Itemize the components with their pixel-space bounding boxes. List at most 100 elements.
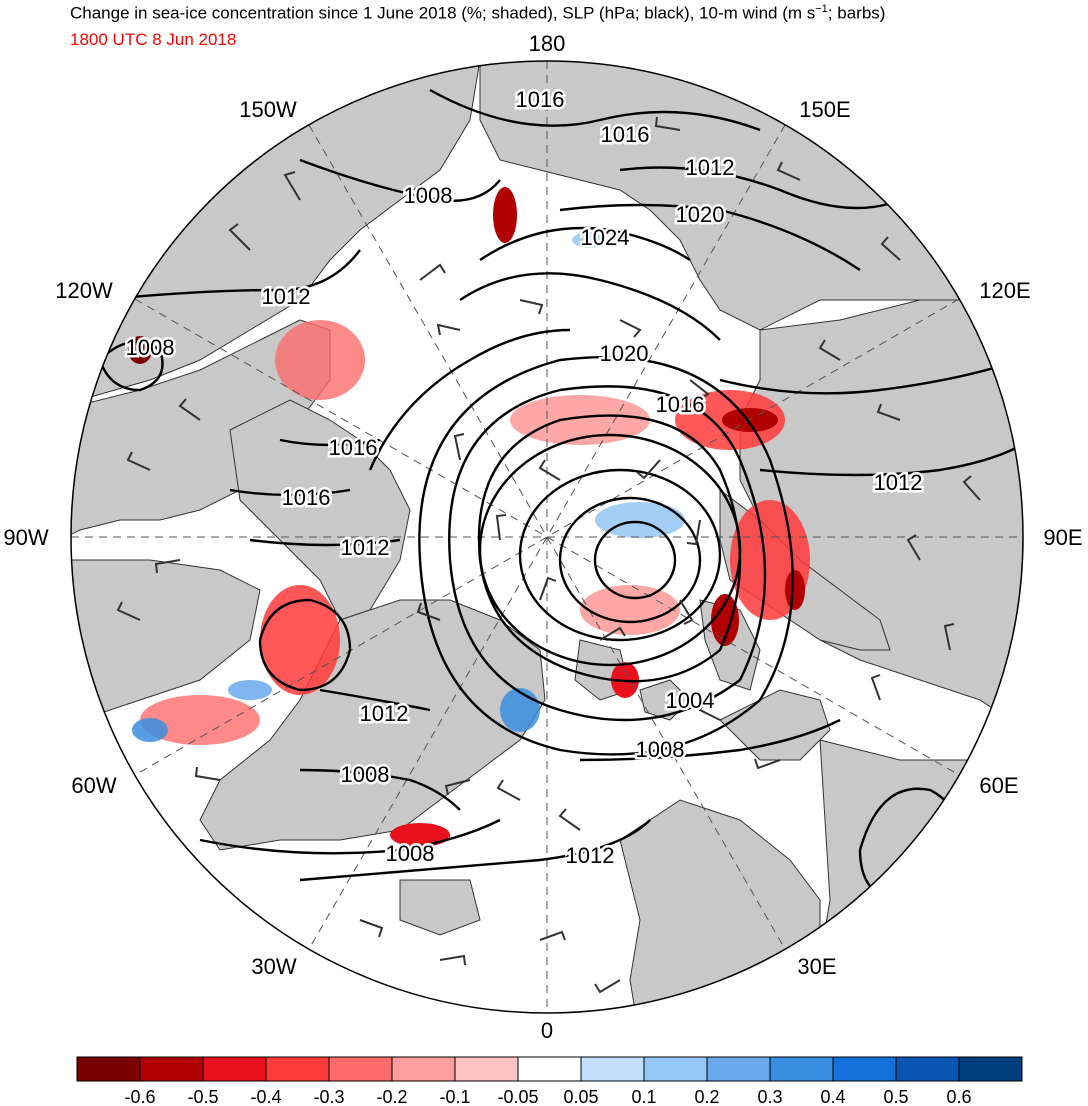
colorbar-swatches — [76, 1056, 1023, 1082]
contour-label: 1004 — [666, 688, 715, 713]
colorbar-tick-label: -0.3 — [313, 1087, 344, 1106]
graticule — [71, 61, 1023, 1013]
contour-label: 1008 — [341, 762, 390, 787]
wind-barb — [436, 323, 461, 336]
lon-label-0: 0 — [541, 1018, 553, 1043]
slp-1008-south — [199, 818, 501, 855]
ice-decrease-east-siberian — [493, 187, 517, 243]
valid-time-label: 1800 UTC 8 Jun 2018 — [70, 30, 237, 49]
wind-barb — [453, 433, 465, 461]
wind-barb — [906, 534, 921, 561]
slp-1008-beaufort — [299, 158, 501, 202]
colorbar-swatch — [958, 1056, 1023, 1082]
wind-barb — [962, 475, 981, 501]
wind-barb — [439, 954, 466, 966]
contour-label: 1016 — [329, 435, 378, 460]
wind-barb — [880, 236, 901, 261]
wind-barb — [654, 116, 681, 131]
colorbar-swatch — [139, 1056, 204, 1082]
lon-label-90w: 90W — [3, 525, 48, 550]
wind-barb — [228, 223, 251, 251]
colorbar-swatch — [328, 1056, 393, 1082]
contour-label: 1016 — [282, 485, 331, 510]
figure-title: Change in sea-ice concentration since 1 … — [70, 3, 886, 23]
wind-barb — [416, 602, 441, 621]
ice-increase-central — [595, 502, 685, 538]
colorbar-tick-label: 0.5 — [883, 1087, 908, 1106]
ice-increase-east-siberian — [572, 232, 608, 248]
wind-barb — [444, 779, 471, 796]
slp-contours — [98, 88, 1023, 904]
wind-barb — [419, 263, 446, 281]
lon-label-90e: 90E — [1043, 525, 1082, 550]
map-disk — [71, 61, 1023, 1013]
colorbar-tick-label: 0.3 — [757, 1087, 782, 1106]
ice-decrease-barents — [580, 585, 680, 635]
slp-low-hudson — [98, 340, 164, 392]
colorbar-swatch — [265, 1056, 330, 1082]
slp-1012-north — [619, 166, 901, 210]
wind-barb — [116, 601, 141, 621]
slp-1012-siberia — [759, 439, 1023, 477]
colorbar-tick-label: 0.1 — [631, 1087, 656, 1106]
lon-label-150e: 150E — [799, 97, 850, 122]
ice-increase-baffin — [228, 680, 272, 700]
land-baffin — [71, 559, 261, 721]
lon-label-120e: 120E — [979, 278, 1030, 303]
contour-label: 1012 — [341, 535, 390, 560]
colorbar-swatch — [391, 1056, 456, 1082]
wind-barb — [943, 623, 955, 651]
wind-barb — [679, 599, 694, 625]
contour-label: 1016 — [656, 392, 705, 417]
slp-1024-top — [479, 226, 691, 261]
contour-label: 1012 — [566, 843, 615, 868]
colorbar-swatch — [454, 1056, 519, 1082]
slp-1016-canada-2 — [229, 488, 351, 497]
colorbar-tick-label: 0.6 — [946, 1087, 971, 1106]
slp-low-baffin — [258, 598, 352, 692]
contour-label: 1012 — [262, 284, 311, 309]
wind-barb — [194, 766, 221, 781]
contour-label: 1012 — [360, 701, 409, 726]
wind-barb — [558, 808, 581, 831]
wind-barb — [818, 339, 841, 361]
slp-1016-left — [368, 328, 571, 471]
slp-1016-north — [429, 88, 761, 132]
slp-1008-barents — [579, 718, 841, 762]
wind-barb — [754, 758, 781, 770]
colorbar-swatch — [895, 1056, 960, 1082]
wind-barb — [864, 934, 881, 961]
contour-label: 1020 — [676, 202, 725, 227]
wind-barb — [689, 379, 710, 400]
colorbar-swatch — [769, 1056, 834, 1082]
slp-1016-canada-1 — [279, 438, 381, 447]
lon-label-30e: 30E — [797, 954, 836, 979]
wind-barb — [359, 919, 384, 938]
ice-decrease-severnaya — [711, 594, 739, 646]
ice-increase-labrador — [132, 718, 168, 742]
map-boundary — [70, 60, 1024, 1014]
slp-1012 — [418, 356, 794, 756]
lon-label-60w: 60W — [71, 773, 116, 798]
colorbar-tick-label: 0.2 — [694, 1087, 719, 1106]
wind-barb — [283, 171, 301, 201]
contour-label: 1020 — [600, 341, 649, 366]
land-canadian-archipelago — [229, 399, 411, 621]
colorbar-tick-label: -0.4 — [250, 1087, 281, 1106]
colorbar-swatch — [643, 1056, 708, 1082]
contour-label: 1008 — [636, 737, 685, 762]
colorbar-swatch — [706, 1056, 771, 1082]
wind-barb — [876, 403, 901, 421]
wind-barb — [539, 930, 566, 941]
contour-label: 1016 — [601, 122, 650, 147]
colorbar-tick-label: -0.05 — [497, 1087, 538, 1106]
lon-label-60e: 60E — [979, 773, 1018, 798]
colorbar-swatch — [517, 1056, 582, 1082]
colorbar-tick-label: 0.05 — [563, 1087, 598, 1106]
wind-barb — [698, 701, 721, 721]
slp-1020-north — [559, 203, 861, 271]
wind-barb — [519, 299, 544, 315]
ice-increase-fram — [500, 688, 540, 732]
slp-1012-greenland — [319, 688, 431, 712]
